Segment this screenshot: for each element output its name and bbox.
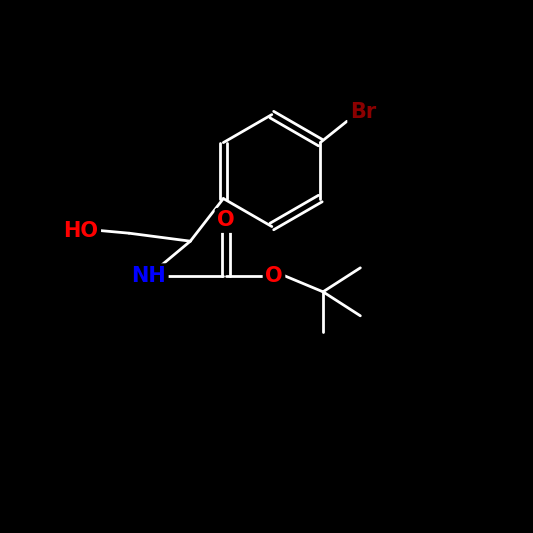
Text: Br: Br <box>350 102 376 122</box>
Text: O: O <box>217 211 235 230</box>
Text: NH: NH <box>131 266 166 286</box>
Text: HO: HO <box>63 221 99 240</box>
Text: O: O <box>265 266 283 286</box>
